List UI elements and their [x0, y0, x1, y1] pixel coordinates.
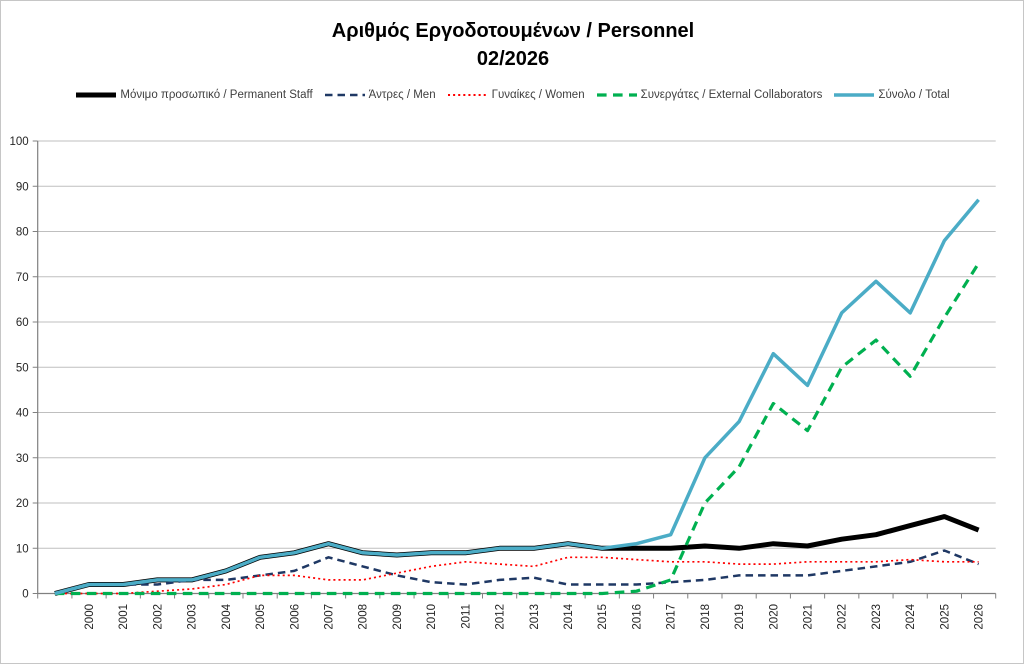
y-tick-label: 0	[22, 589, 28, 601]
y-tick-label: 40	[16, 408, 29, 420]
y-tick-label: 50	[16, 362, 29, 374]
x-tick-label: 2000	[84, 604, 96, 630]
legend-label-4: Σύνολο / Total	[878, 89, 950, 101]
axes	[32, 140, 997, 599]
x-tick-label: 2004	[221, 603, 233, 629]
legend-item-3: Συνεργάτες / External Collaborators	[596, 89, 823, 101]
legend-line-swatch-3	[596, 93, 637, 97]
y-tick-label: 100	[10, 136, 29, 148]
series-line-4	[54, 198, 980, 596]
x-tick-label: 2014	[563, 603, 575, 629]
x-tick-label: 2011	[460, 604, 472, 629]
y-tick-label: 90	[16, 181, 29, 193]
x-tick-label: 2015	[597, 604, 609, 630]
legend-label-3: Συνεργάτες / External Collaborators	[640, 89, 823, 101]
y-tick-label: 20	[16, 498, 29, 510]
x-tick-label: 2017	[666, 604, 678, 630]
x-tick-label: 2009	[392, 604, 404, 630]
x-tick-label: 2005	[255, 604, 267, 630]
legend-line-swatch-0	[76, 92, 117, 98]
x-tick-label: 2001	[118, 604, 130, 630]
legend-label-2: Γυναίκες / Women	[491, 89, 585, 101]
x-tick-label: 2007	[324, 604, 336, 630]
y-tick-label: 30	[16, 453, 29, 465]
y-tick-label: 60	[16, 317, 29, 329]
x-tick-label: 2010	[426, 604, 438, 630]
legend-item-2: Γυναίκες / Women	[447, 89, 585, 101]
x-tick-label: 2016	[631, 604, 643, 630]
x-tick-label: 2012	[495, 604, 507, 630]
x-tick-label: 2019	[734, 604, 746, 630]
x-tick-label: 2025	[939, 604, 951, 630]
series-line-3	[54, 262, 980, 596]
x-tick-label: 2008	[358, 604, 370, 630]
chart-title-block: Αριθμός Εργοδοτουμένων / Personnel 02/20…	[1, 17, 1023, 73]
x-tick-label: 2022	[837, 604, 849, 630]
legend-line-swatch-1	[324, 93, 365, 97]
chart-title: Αριθμός Εργοδοτουμένων / Personnel	[331, 20, 695, 42]
x-tick-label: 2018	[700, 604, 712, 630]
x-tick-label: 2003	[187, 604, 199, 630]
x-tick-label: 2021	[803, 604, 815, 630]
x-tick-label: 2020	[768, 604, 780, 630]
legend-line-swatch-4	[834, 93, 875, 97]
x-tick-label: 2002	[152, 604, 164, 630]
x-axis-labels: 2000 2001 2002 2003 2004 2005 2006 2007 2008 2009…	[84, 603, 986, 629]
legend-item-0: Μόνιμο προσωπικό / Permanent Staff	[76, 89, 313, 101]
y-tick-label: 10	[16, 543, 29, 555]
chart-legend: Μόνιμο προσωπικό / Permanent Staff Άντρες…	[1, 89, 1023, 101]
x-tick-label: 2023	[871, 604, 883, 630]
legend-item-1: Άντρες / Men	[324, 89, 436, 101]
legend-label-1: Άντρες / Men	[368, 89, 436, 101]
x-tick-label: 2026	[974, 604, 986, 630]
gridlines	[37, 140, 996, 549]
series-line-0	[54, 514, 980, 596]
legend-line-swatch-2	[447, 94, 488, 96]
series-line-2	[54, 556, 979, 595]
y-tick-label: 80	[16, 227, 29, 239]
series-line-1	[54, 549, 980, 595]
chart-subtitle: 02/2026	[476, 48, 550, 70]
x-tick-label: 2024	[905, 603, 917, 629]
y-axis-labels: 0 10 20 30 40 50 60 70 80 90 100	[10, 136, 29, 601]
legend-label-0: Μόνιμο προσωπικό / Permanent Staff	[120, 89, 313, 101]
legend-item-4: Σύνολο / Total	[834, 89, 950, 101]
y-tick-label: 70	[16, 272, 29, 284]
x-tick-label: 2006	[289, 604, 301, 630]
x-tick-label: 2013	[529, 604, 541, 630]
